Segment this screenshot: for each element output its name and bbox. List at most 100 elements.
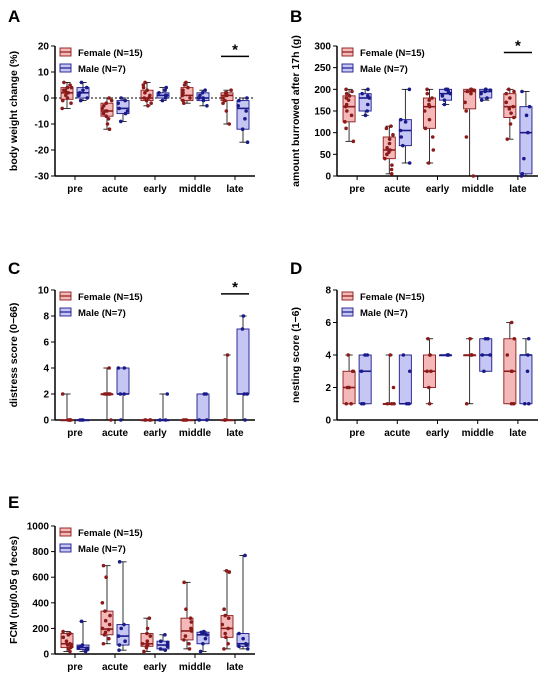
male-box-acute	[116, 560, 130, 652]
data-point	[509, 369, 514, 374]
data-point	[141, 83, 146, 87]
data-point	[526, 336, 531, 341]
data-point	[105, 109, 109, 113]
data-point	[165, 640, 170, 645]
data-point	[144, 98, 149, 103]
y-tick-label: 150	[314, 107, 331, 118]
data-point	[351, 139, 356, 144]
data-point	[103, 618, 108, 623]
data-point	[425, 87, 429, 92]
data-point	[526, 130, 530, 135]
data-point	[237, 631, 241, 636]
data-point	[423, 126, 428, 131]
box	[358, 354, 372, 405]
data-point	[430, 96, 434, 100]
data-point	[484, 87, 488, 92]
male-box-pre	[358, 87, 372, 118]
legend-label-female: Female (N=15)	[78, 292, 143, 303]
x-tick-label-early: early	[426, 184, 450, 195]
data-point	[197, 418, 202, 422]
data-point	[511, 104, 515, 109]
box	[398, 119, 412, 147]
data-point	[390, 163, 394, 167]
box	[422, 97, 436, 129]
box	[519, 354, 533, 405]
male-box-pre	[358, 353, 372, 406]
data-point	[526, 353, 530, 357]
data-point	[463, 100, 467, 105]
male-box-middle	[196, 88, 210, 108]
data-point	[427, 401, 432, 406]
x-tick-label-late: late	[226, 184, 244, 195]
data-point	[158, 647, 163, 651]
data-point	[446, 353, 450, 357]
data-point	[224, 569, 229, 573]
data-point	[226, 616, 231, 620]
data-point	[240, 127, 245, 131]
data-point	[464, 401, 469, 406]
female-box-early	[422, 87, 436, 165]
data-point	[387, 141, 392, 146]
data-point	[227, 570, 232, 574]
data-point	[163, 418, 168, 422]
data-point	[184, 607, 188, 611]
data-point	[347, 385, 351, 390]
data-point	[427, 102, 431, 107]
male-box-acute	[116, 366, 130, 422]
male-box-pre	[76, 418, 90, 422]
data-point	[391, 133, 395, 137]
data-point	[107, 127, 112, 131]
data-point	[222, 607, 226, 611]
data-point	[188, 96, 192, 100]
y-tick-label: 4	[325, 351, 331, 362]
legend-label-female: Female (N=15)	[360, 48, 425, 59]
data-point	[508, 96, 512, 100]
data-point	[384, 126, 389, 131]
data-point	[429, 369, 433, 374]
data-point	[237, 98, 241, 103]
data-point	[243, 553, 247, 558]
y-tick-label: 400	[32, 598, 49, 609]
data-point	[104, 575, 108, 579]
data-point	[527, 104, 532, 109]
data-point	[61, 635, 66, 640]
data-point	[205, 418, 209, 422]
data-point	[520, 89, 524, 94]
data-point	[442, 102, 447, 107]
data-point	[80, 643, 85, 647]
data-point	[504, 100, 509, 105]
data-point	[488, 88, 493, 92]
data-point	[388, 148, 392, 152]
data-point	[344, 102, 349, 107]
data-point	[181, 91, 185, 95]
female-box-late	[503, 87, 517, 141]
data-point	[245, 140, 250, 144]
x-tick-label-late: late	[509, 428, 527, 439]
data-point	[107, 96, 111, 100]
data-point	[149, 101, 153, 105]
panel-letter: E	[8, 493, 19, 512]
data-point	[347, 94, 352, 98]
data-point	[181, 88, 185, 92]
data-point	[526, 401, 531, 406]
data-point	[440, 94, 445, 98]
female-box-pre	[60, 392, 74, 422]
data-point	[69, 101, 73, 105]
data-point	[101, 641, 106, 646]
data-point	[345, 109, 349, 113]
data-point	[482, 369, 486, 374]
data-point	[118, 119, 123, 124]
data-point	[241, 636, 245, 641]
data-point	[101, 111, 106, 116]
data-point	[244, 109, 248, 113]
male-box-middle	[196, 392, 210, 422]
data-point	[389, 167, 394, 172]
male-box-pre	[76, 619, 90, 654]
data-point	[116, 366, 121, 370]
data-point	[400, 143, 405, 148]
y-tick-label: 1000	[27, 522, 50, 533]
x-tick-label-late: late	[509, 184, 527, 195]
data-point	[343, 120, 347, 124]
y-tick-label: 8	[43, 312, 49, 323]
